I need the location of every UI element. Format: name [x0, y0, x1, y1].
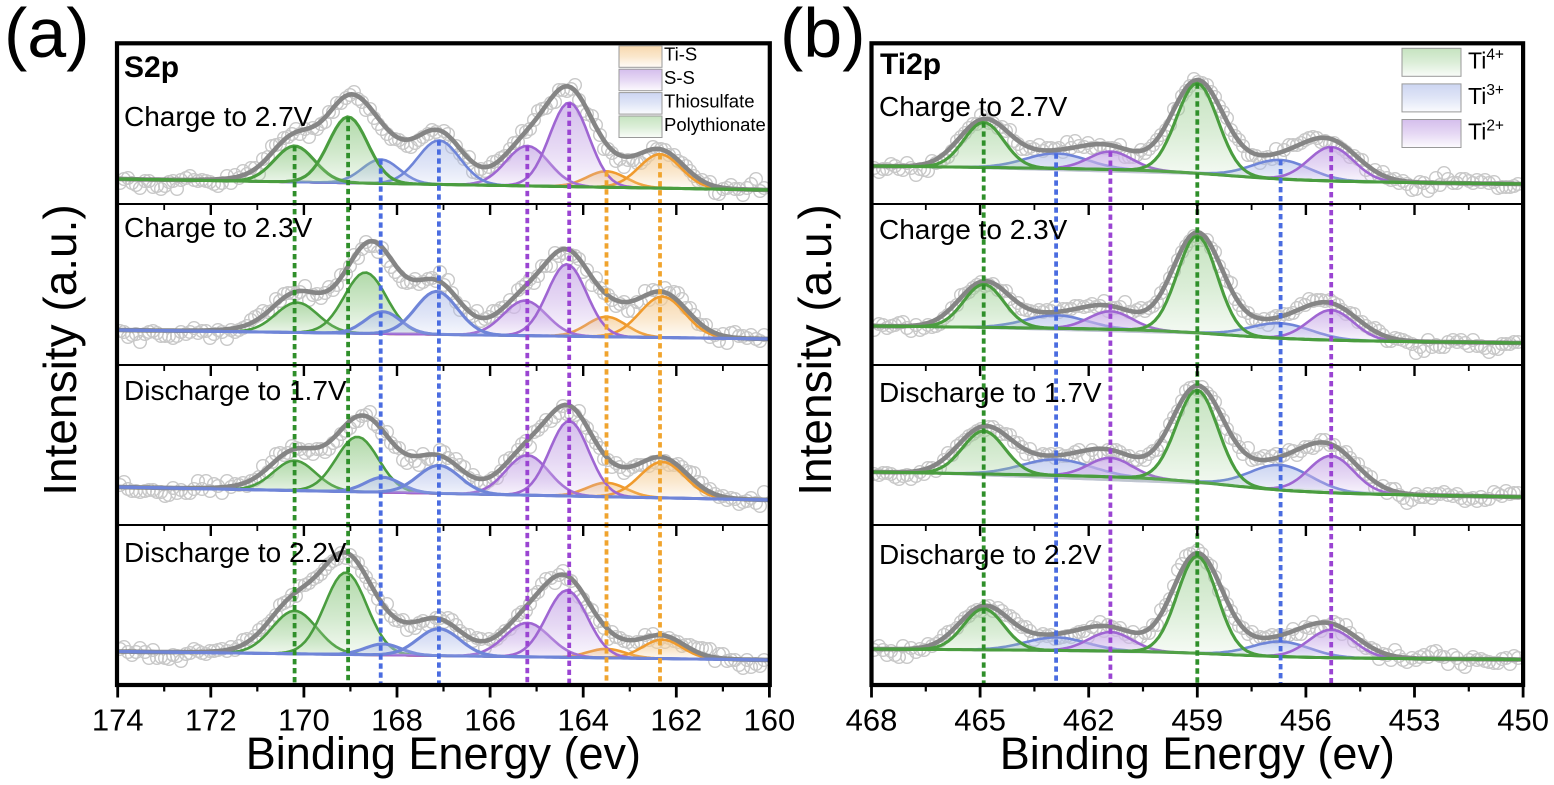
svg-text:Binding Energy (ev): Binding Energy (ev)	[1000, 728, 1395, 779]
svg-text:450: 450	[1497, 703, 1549, 738]
svg-text:453: 453	[1389, 703, 1441, 738]
svg-text:468: 468	[846, 703, 898, 738]
svg-text:160: 160	[744, 703, 796, 738]
svg-text:(b): (b)	[780, 0, 866, 72]
svg-text:459: 459	[1171, 703, 1223, 738]
svg-text:Binding Energy (ev): Binding Energy (ev)	[246, 728, 641, 779]
svg-text:166: 166	[464, 703, 516, 738]
svg-text:Discharge to 1.7V: Discharge to 1.7V	[879, 377, 1102, 408]
svg-text:Charge to 2.3V: Charge to 2.3V	[879, 214, 1068, 245]
svg-text:172: 172	[185, 703, 237, 738]
svg-text:Polythionate: Polythionate	[664, 114, 766, 135]
svg-text:Intensity (a.u.): Intensity (a.u.)	[789, 204, 841, 495]
svg-text:Ti2p: Ti2p	[880, 48, 941, 81]
svg-text:174: 174	[92, 703, 144, 738]
svg-text:Thiosulfate: Thiosulfate	[664, 90, 755, 111]
svg-text:162: 162	[650, 703, 702, 738]
svg-text:Discharge to 2.2V: Discharge to 2.2V	[879, 539, 1102, 570]
svg-text:170: 170	[278, 703, 330, 738]
svg-text:164: 164	[557, 703, 609, 738]
svg-text:168: 168	[371, 703, 423, 738]
svg-text:465: 465	[954, 703, 1006, 738]
svg-text:S-S: S-S	[664, 67, 695, 88]
svg-text:Charge to 2.7V: Charge to 2.7V	[879, 91, 1068, 122]
svg-text:Charge to 2.7V: Charge to 2.7V	[124, 101, 313, 132]
svg-text:Discharge to 1.7V: Discharge to 1.7V	[124, 375, 347, 406]
svg-text:462: 462	[1063, 703, 1115, 738]
svg-text:Ti-S: Ti-S	[664, 44, 697, 65]
svg-text:Discharge to 2.2V: Discharge to 2.2V	[124, 537, 347, 568]
svg-text:Charge to 2.3V: Charge to 2.3V	[124, 212, 313, 243]
svg-text:(a): (a)	[4, 0, 90, 72]
svg-text:456: 456	[1280, 703, 1332, 738]
svg-text:S2p: S2p	[124, 51, 179, 84]
svg-text:Intensity (a.u.): Intensity (a.u.)	[34, 204, 86, 495]
